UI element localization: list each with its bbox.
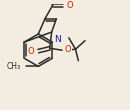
Text: N: N [54, 35, 61, 44]
Text: O: O [67, 1, 74, 10]
Text: O: O [28, 47, 34, 56]
Text: CH₃: CH₃ [7, 62, 21, 71]
Text: O: O [64, 45, 71, 54]
